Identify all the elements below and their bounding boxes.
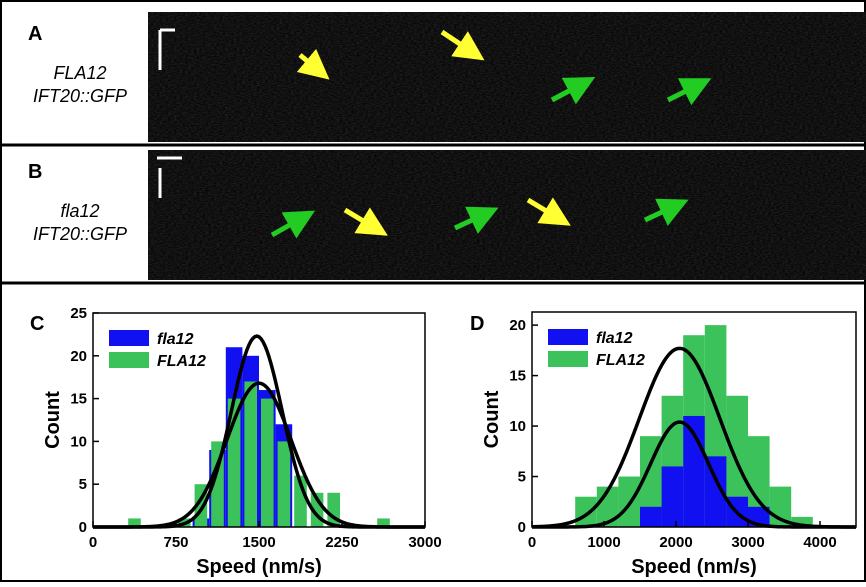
bar bbox=[260, 398, 274, 527]
x-tick-label: 0 bbox=[89, 534, 97, 551]
y-tick-label: 0 bbox=[79, 519, 87, 536]
x-tick-label: 1500 bbox=[242, 534, 275, 551]
x-tick-label: 1000 bbox=[587, 534, 620, 551]
panel-letter: B bbox=[28, 161, 42, 183]
y-tick-label: 10 bbox=[509, 418, 526, 435]
y-tick-label: 5 bbox=[79, 476, 87, 493]
panel-label: IFT20::GFP bbox=[33, 86, 127, 106]
legend-label: FLA12 bbox=[596, 352, 645, 369]
bar bbox=[244, 381, 258, 527]
panel-letter: D bbox=[470, 313, 484, 335]
plot-frame bbox=[531, 311, 857, 528]
bar bbox=[128, 518, 141, 527]
y-tick-label: 15 bbox=[70, 391, 87, 408]
y-axis-label: Count bbox=[481, 390, 503, 448]
x-tick-label: 3000 bbox=[408, 534, 441, 551]
x-tick-label: 750 bbox=[163, 534, 188, 551]
legend-swatch bbox=[109, 352, 149, 368]
bar bbox=[640, 436, 662, 527]
panel-letter: A bbox=[28, 23, 42, 45]
kymograph-b bbox=[148, 150, 866, 280]
y-tick-label: 15 bbox=[509, 368, 526, 385]
bar bbox=[748, 436, 770, 527]
x-axis-label: Speed (nm/s) bbox=[196, 556, 322, 578]
bar bbox=[661, 466, 684, 527]
legend-swatch bbox=[548, 329, 588, 345]
x-axis-label: Speed (nm/s) bbox=[631, 556, 757, 578]
bar bbox=[704, 456, 727, 527]
y-tick-label: 0 bbox=[518, 519, 526, 536]
y-axis-label: Count bbox=[42, 391, 64, 449]
legend-swatch bbox=[548, 351, 588, 367]
panel-label: fla12 bbox=[60, 201, 99, 221]
y-tick-label: 10 bbox=[70, 433, 87, 450]
panel-letter: C bbox=[30, 313, 44, 335]
y-tick-label: 25 bbox=[70, 305, 87, 322]
panel-label: FLA12 bbox=[53, 63, 106, 83]
bar bbox=[791, 516, 813, 527]
legend-label: fla12 bbox=[157, 331, 194, 348]
bar bbox=[640, 506, 662, 527]
legend-label: fla12 bbox=[596, 330, 633, 347]
x-tick-label: 4000 bbox=[803, 534, 836, 551]
x-tick-label: 2250 bbox=[325, 534, 358, 551]
y-tick-label: 20 bbox=[70, 348, 87, 365]
x-tick-label: 2000 bbox=[659, 534, 692, 551]
x-tick-label: 3000 bbox=[731, 534, 764, 551]
legend-label: FLA12 bbox=[157, 353, 206, 370]
bar bbox=[377, 518, 390, 527]
x-tick-label: 0 bbox=[528, 534, 536, 551]
fit-curve bbox=[531, 346, 857, 529]
legend-swatch bbox=[109, 330, 149, 346]
kymograph-a bbox=[148, 12, 866, 142]
y-tick-label: 5 bbox=[518, 469, 526, 486]
bar bbox=[277, 441, 291, 527]
bar bbox=[575, 496, 597, 527]
panel-label: IFT20::GFP bbox=[33, 224, 127, 244]
y-tick-label: 20 bbox=[509, 317, 526, 334]
